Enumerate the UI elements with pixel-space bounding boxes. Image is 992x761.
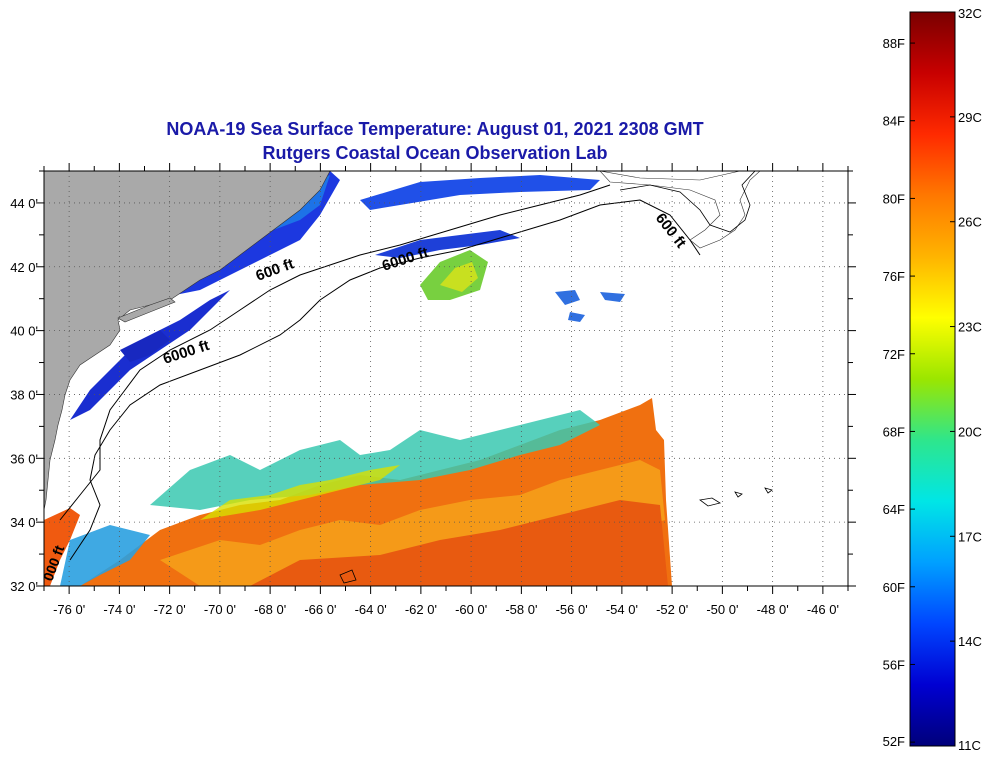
lon-tick-label: -62 0' — [405, 602, 437, 617]
colorbar-label-c: 11C — [958, 738, 981, 753]
lon-tick-label: -64 0' — [355, 602, 387, 617]
sst-cool-streaks — [150, 410, 600, 510]
sst-eddy-core — [440, 262, 478, 292]
colorbar-label-f: 64F — [883, 502, 905, 517]
contour-shelf-edge — [619, 171, 756, 233]
map-subtitle: Rutgers Coastal Ocean Observation Lab — [262, 143, 608, 163]
sst-mid-band — [375, 230, 520, 258]
colorbar-label-f: 56F — [883, 657, 905, 672]
lon-tick-label: -68 0' — [254, 602, 286, 617]
lon-tick-label: -72 0' — [154, 602, 186, 617]
sst-bight-blue — [120, 330, 170, 362]
colorbar-label-f: 80F — [883, 191, 905, 206]
colorbar-label-c: 26C — [958, 215, 982, 230]
colorbar-label-f: 76F — [883, 269, 905, 284]
lon-tick-label: -58 0' — [505, 602, 537, 617]
sst-sw-cool — [60, 525, 150, 586]
lat-tick-label: 44 0' — [10, 196, 38, 211]
colorbar-label-c: 23C — [958, 320, 982, 335]
sst-warm-core — [250, 500, 668, 586]
lat-tick-label: 36 0' — [10, 451, 38, 466]
lon-tick-label: -70 0' — [204, 602, 236, 617]
colorbar-label-f: 68F — [883, 424, 905, 439]
long-island — [117, 297, 176, 323]
colorbar-label-f: 52F — [883, 734, 905, 749]
lon-tick-label: -76 0' — [53, 602, 85, 617]
colorbar-label-c: 29C — [958, 110, 982, 125]
colorbar-label-c: 14C — [958, 634, 982, 649]
colorbar-label-f: 60F — [883, 580, 905, 595]
sst-yellow-streaks — [200, 465, 400, 520]
lat-tick-label: 42 0' — [10, 260, 38, 275]
contour-6000ft — [69, 199, 701, 561]
lat-tick-label: 40 0' — [10, 324, 38, 339]
colorbar-label-f: 84F — [883, 114, 905, 129]
lon-tick-label: -48 0' — [757, 602, 789, 617]
lat-tick-label: 32 0' — [10, 579, 38, 594]
sst-scatter-patches — [555, 290, 625, 322]
colorbar-label-c: 17C — [958, 529, 982, 544]
colorbar-label-f: 72F — [883, 347, 905, 362]
colorbar — [909, 11, 956, 747]
lat-tick-label: 34 0' — [10, 515, 38, 530]
map-grid — [44, 171, 848, 587]
lon-tick-label: -54 0' — [606, 602, 638, 617]
map-title: NOAA-19 Sea Surface Temperature: August … — [166, 119, 704, 139]
lon-tick-label: -50 0' — [706, 602, 738, 617]
contour-600ft — [59, 184, 611, 521]
lon-tick-label: -66 0' — [304, 602, 336, 617]
land-mass — [44, 171, 331, 511]
lon-tick-label: -46 0' — [807, 602, 839, 617]
lat-tick-label: 38 0' — [10, 387, 38, 402]
sst-sw-warm — [44, 508, 80, 586]
seamount-contours — [339, 487, 773, 584]
colorbar-labels: 32C 29C 26C 23C 20C 17C 14C 11C 88F 84F 80F 76F 72F 6… — [883, 6, 982, 753]
colorbar-label-f: 88F — [883, 36, 905, 51]
lon-tick-label: -60 0' — [455, 602, 487, 617]
lon-tick-label: -52 0' — [656, 602, 688, 617]
sst-north-band — [360, 175, 600, 210]
map-axes: -76 0' -74 0' -72 0' -70 0' -68 0' -66 0' -64 … — [10, 163, 856, 617]
colorbar-label-c: 32C — [958, 6, 982, 21]
lon-tick-label: -56 0' — [556, 602, 588, 617]
lon-tick-label: -74 0' — [103, 602, 135, 617]
colorbar-label-c: 20C — [958, 424, 982, 439]
